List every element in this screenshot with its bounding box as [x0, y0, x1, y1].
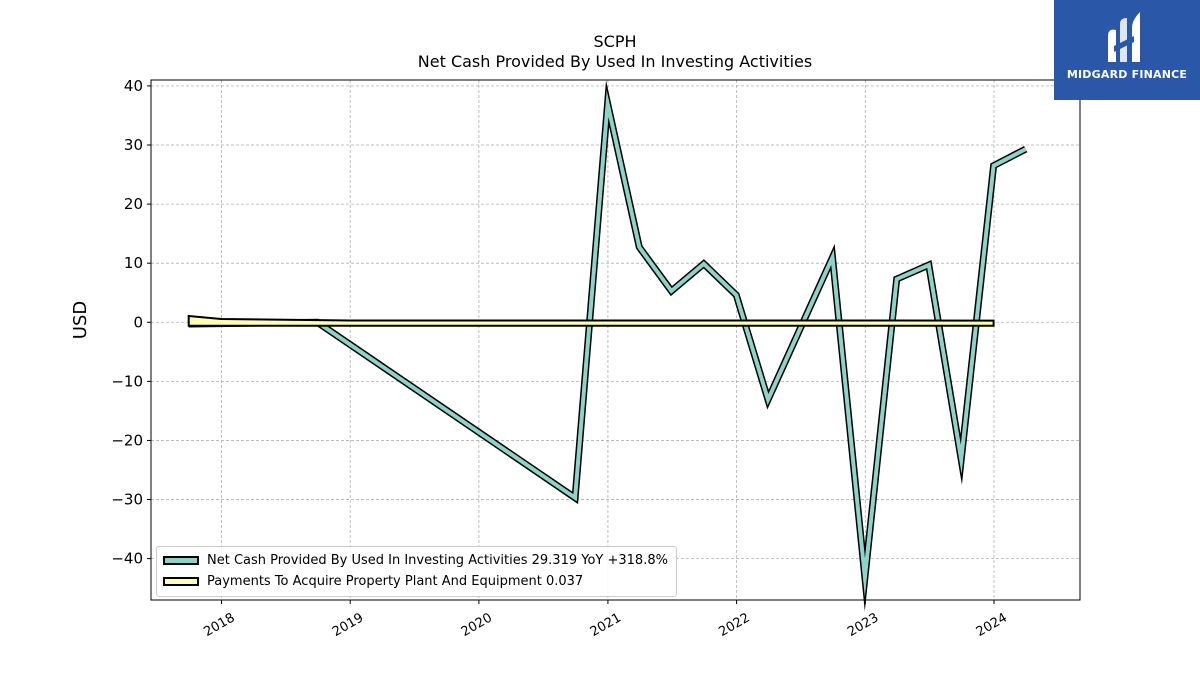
y-tick-label: 40 — [124, 77, 143, 95]
series-capex-line — [187, 314, 995, 327]
x-tick-label: 2020 — [459, 610, 495, 640]
legend-item-capex: Payments To Acquire Property Plant And E… — [163, 571, 668, 592]
y-axis-label: USD — [70, 301, 91, 339]
x-tick-label: 2018 — [201, 610, 237, 640]
y-tick-label: 10 — [124, 254, 143, 272]
x-tick-label: 2019 — [330, 610, 366, 640]
y-tick-label: −30 — [111, 491, 143, 509]
y-tick-label: 30 — [124, 136, 143, 154]
midgard-logo-icon — [1108, 12, 1140, 63]
y-tick-label: −10 — [111, 372, 143, 390]
brand-name: MIDGARD FINANCE — [1066, 68, 1188, 81]
legend-label-net-cash: Net Cash Provided By Used In Investing A… — [207, 553, 668, 568]
chart-legend: Net Cash Provided By Used In Investing A… — [156, 546, 677, 597]
y-tick-label: −20 — [111, 431, 143, 449]
x-tick-label: 2023 — [845, 610, 881, 640]
series-net-cash-outline — [188, 80, 1028, 612]
legend-label-capex: Payments To Acquire Property Plant And E… — [207, 574, 584, 589]
y-tick-label: 0 — [133, 313, 143, 331]
chart-title: SCPH — [593, 32, 637, 51]
legend-item-net-cash: Net Cash Provided By Used In Investing A… — [163, 550, 668, 571]
legend-swatch-net-cash — [163, 556, 199, 565]
brand-logo: MIDGARD FINANCE — [1054, 0, 1200, 100]
x-tick-label: 2024 — [974, 610, 1010, 640]
chart-subtitle: Net Cash Provided By Used In Investing A… — [417, 52, 813, 71]
x-tick-label: 2022 — [716, 610, 752, 640]
x-tick-label: 2021 — [588, 610, 624, 640]
legend-swatch-capex — [163, 577, 199, 586]
series-net-cash-line — [188, 90, 1027, 597]
y-tick-label: 20 — [124, 195, 143, 213]
plot-frame — [150, 79, 1081, 601]
y-tick-label: −40 — [111, 550, 143, 568]
